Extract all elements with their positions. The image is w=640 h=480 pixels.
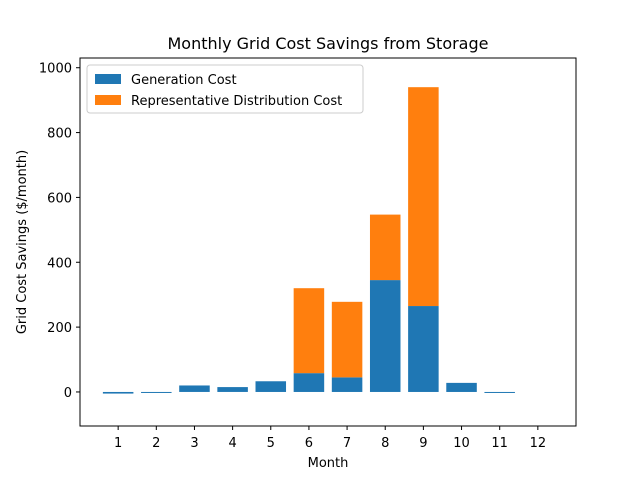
x-tick-label: 5 [267,436,275,451]
legend-swatch-0 [95,74,121,84]
chart-title: Monthly Grid Cost Savings from Storage [168,34,489,53]
y-tick-label: 800 [47,127,72,142]
x-tick-label: 8 [381,436,389,451]
legend-label-0: Generation Cost [131,73,237,88]
y-tick-label: 400 [47,256,72,271]
legend-box [86,64,364,114]
x-tick-label: 3 [190,436,198,451]
y-tick-label: 600 [47,191,72,206]
bar-s0-month-7 [331,377,363,392]
bar-s1-month-7 [331,301,363,378]
y-tick-label: 200 [47,321,72,336]
plot-frame [79,57,577,427]
x-tick-label: 11 [491,436,508,451]
x-tick-label: 4 [228,436,236,451]
bar-s0-month-3 [179,385,210,392]
bar-s1-month-6 [293,288,325,374]
y-axis-ticks: 0 200 400 600 800 1000 [39,62,80,401]
x-tick-label: 6 [305,436,313,451]
x-tick-label: 1 [114,436,122,451]
legend: Generation Cost Representative Distributi… [86,64,364,114]
bar-s0-month-10 [446,382,477,392]
x-axis-label: Month [308,456,349,471]
x-tick-label: 2 [152,436,160,451]
x-tick-label: 7 [343,436,351,451]
x-axis-ticks: 1 2 3 4 5 6 7 8 9 10 11 12 [114,426,546,451]
bar-s1-month-9 [408,87,439,307]
x-tick-label: 10 [453,436,470,451]
x-tick-label: 12 [530,436,547,451]
bar-s0-month-4 [217,387,248,392]
legend-swatch-1 [95,95,121,105]
y-tick-label: 0 [64,386,72,401]
y-tick-label: 1000 [39,62,72,77]
bar-s0-month-5 [255,381,287,392]
bar-s0-month-9 [408,306,439,392]
bar-s1-month-8 [369,214,401,281]
legend-label-1: Representative Distribution Cost [131,94,342,109]
bar-s0-month-8 [369,280,401,392]
bar-s0-month-6 [293,373,325,392]
bar-s0-month-2 [141,391,172,393]
bar-s0-month-11 [484,391,515,393]
y-axis-label: Grid Cost Savings ($/month) [15,150,30,334]
x-tick-label: 9 [419,436,427,451]
bars [102,87,515,394]
bar-s0-month-1 [102,391,134,394]
